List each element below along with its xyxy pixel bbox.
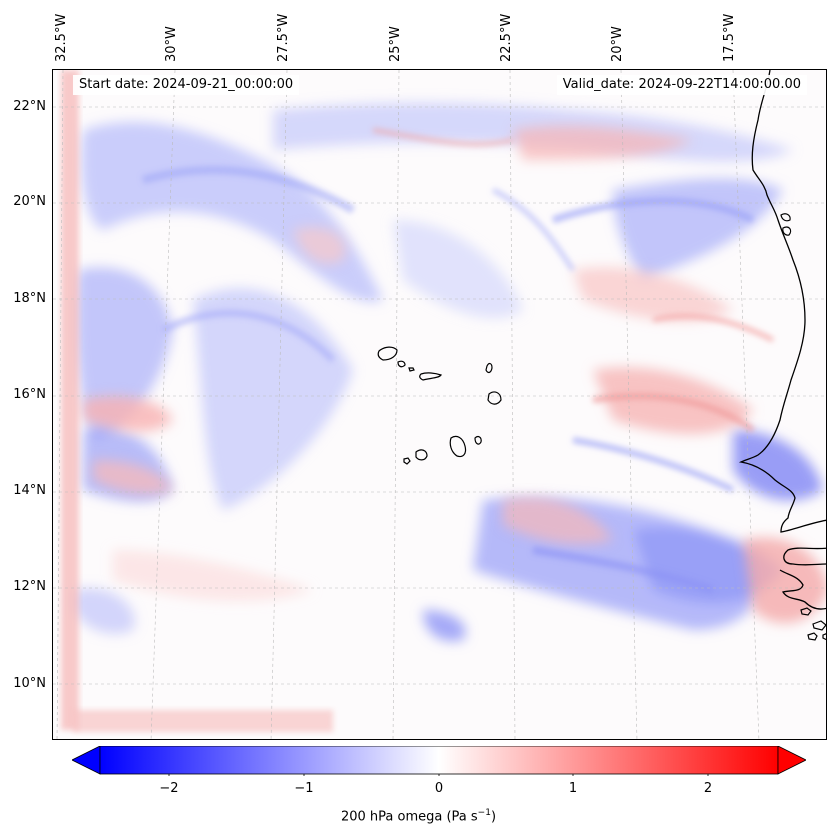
colorbar-label-exponent: −1 [477,808,491,818]
colorbar-tick-label: −1 [294,781,314,796]
lon-label-25w: 25°W [388,26,403,62]
island-santiago [449,435,467,458]
lon-label-20w: 20°W [610,26,625,62]
colorbar-tick-marks [168,774,709,776]
lat-label-18n: 18°N [13,291,46,306]
lat-label-20n: 20°N [13,194,46,209]
colorbar-label-close: ) [490,809,497,825]
island-boa-vista [487,391,502,405]
colorbar-tick-label: 0 [434,781,444,796]
gambia-coast [783,547,826,566]
colorbar-tick-label: 2 [703,781,713,796]
graticule [53,70,826,739]
island-sao-nicolau [419,372,442,381]
omega-field-map [53,70,826,739]
colorbar-label-text: 200 hPa omega (Pa s [340,809,478,825]
colorbar-tick-label: −2 [159,781,179,796]
africa-coastline [738,70,826,533]
colorbar-tick-label: 1 [568,781,578,796]
colorbar-extend-low [72,746,101,775]
colorbar-label: 200 hPa omega (Pa s−1) [0,808,837,824]
bijagos-islands [800,607,826,641]
lat-label-16n: 16°N [13,387,46,402]
colorbar [72,746,806,776]
island-santo-antao [377,346,398,361]
start-date-label: Start date: 2024-09-21_00:00:00 [73,75,300,95]
cap-vert-peninsula [780,213,792,236]
island-santa-luzia [408,367,415,372]
lat-label-12n: 12°N [13,579,46,594]
island-brava [403,457,411,465]
island-maio [474,436,482,445]
omega-streaks [141,127,775,594]
map-panel [52,69,827,740]
guinea-bissau-coast [779,569,826,610]
island-sal [485,362,493,374]
boundary-artifact-south [73,710,333,732]
island-fogo [415,449,428,461]
lon-label-27-5w: 27.5°W [276,13,291,62]
lat-label-22n: 22°N [13,99,46,114]
boundary-artifact-west [61,70,79,730]
lon-label-30w: 30°W [164,26,179,62]
lat-label-10n: 10°N [13,676,46,691]
lat-label-14n: 14°N [13,483,46,498]
colorbar-extend-high [777,746,806,775]
lon-label-32-5w: 32.5°W [54,13,69,62]
lon-label-17-5w: 17.5°W [722,13,737,62]
island-sao-vicente [397,360,406,368]
cape-verde-islands [377,346,502,465]
valid-date-label: Valid_date: 2024-09-22T14:00:00.00 [556,75,807,95]
lon-label-22-5w: 22.5°W [499,13,514,62]
colorbar-gradient [99,746,779,775]
